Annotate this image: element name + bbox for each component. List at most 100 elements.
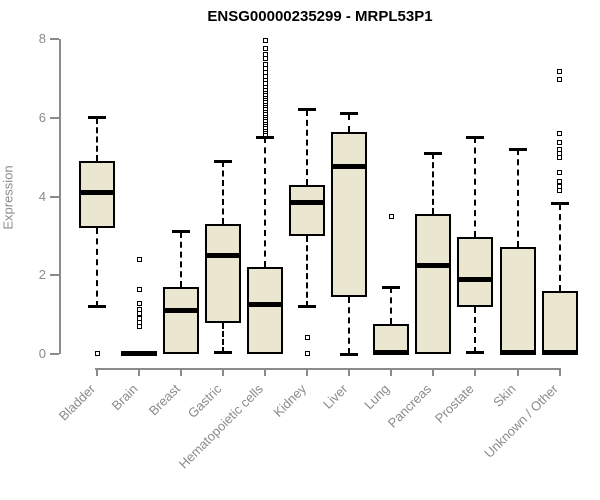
x-axis-label-breast: Breast xyxy=(145,381,183,419)
boxplot-lung-upper-whisker xyxy=(390,287,393,325)
boxplot-skin-upper-whisker xyxy=(516,149,519,247)
chart-title: ENSG00000235299 - MRPL53P1 xyxy=(207,8,433,25)
boxplot-pancreas-box xyxy=(415,214,452,354)
y-axis-tick xyxy=(50,353,59,355)
boxplot-liver-lower-cap xyxy=(340,352,359,356)
x-axis-tick xyxy=(432,368,435,376)
boxplot-liver-lower-whisker xyxy=(348,296,351,354)
boxplot-unknown-other-outlier xyxy=(557,140,563,146)
boxplot-unknown-other-box xyxy=(541,291,578,354)
y-axis-tick-label: 8 xyxy=(38,31,46,46)
boxplot-gastric-lower-whisker xyxy=(222,322,225,353)
x-axis-label-liver: Liver xyxy=(320,381,351,412)
boxplot-lung-outlier xyxy=(388,213,394,219)
boxplot-prostate-upper-whisker xyxy=(474,137,477,238)
boxplot-brain-outlier xyxy=(136,286,142,292)
x-axis-tick xyxy=(474,368,477,376)
boxplot-liver-median xyxy=(331,164,368,170)
boxplot-breast-median xyxy=(163,308,200,314)
boxplot-unknown-other-upper-cap xyxy=(550,202,569,206)
boxplot-prostate-lower-whisker xyxy=(474,306,477,353)
y-axis-line xyxy=(59,39,61,354)
boxplot-unknown-other-outlier xyxy=(557,131,563,136)
boxplot-bladder-lower-cap xyxy=(88,305,106,309)
boxplot-lung-median xyxy=(373,349,410,355)
boxplot-pancreas-upper-cap xyxy=(424,151,443,155)
x-axis-tick xyxy=(222,368,225,376)
x-axis-tick xyxy=(390,368,393,376)
y-axis-title: Expression xyxy=(0,165,16,230)
x-axis-tick xyxy=(306,368,309,376)
boxplot-bladder-upper-cap xyxy=(88,116,106,120)
x-axis-label-prostate: Prostate xyxy=(431,381,477,427)
boxplot-unknown-other-upper-whisker xyxy=(558,203,561,291)
boxplot-hematopoietic-cells-upper-cap xyxy=(256,135,275,139)
boxplot-kidney-outlier xyxy=(304,334,310,340)
boxplot-liver-upper-cap xyxy=(340,112,359,116)
boxplot-skin-box xyxy=(499,246,536,354)
boxplot-lung-upper-cap xyxy=(382,285,401,289)
boxplot-brain-median xyxy=(121,350,158,356)
x-axis-label-bladder: Bladder xyxy=(56,381,99,424)
y-axis-tick xyxy=(50,38,59,40)
boxplot-hematopoietic-cells-median xyxy=(247,302,284,308)
boxplot-gastric-median xyxy=(205,253,242,259)
x-axis-tick xyxy=(516,368,519,376)
boxplot-gastric-lower-cap xyxy=(214,351,233,355)
y-axis-tick xyxy=(50,274,59,277)
boxplot-unknown-other-outlier xyxy=(557,76,563,82)
boxplot-kidney-box xyxy=(289,184,326,236)
x-axis-tick xyxy=(96,368,98,376)
boxplot-unknown-other-outlier xyxy=(557,184,563,190)
boxplot-skin-upper-cap xyxy=(508,147,527,151)
x-axis-line xyxy=(95,368,561,370)
x-axis-label-pancreas: Pancreas xyxy=(385,381,435,431)
boxplot-breast-upper-whisker xyxy=(180,231,183,288)
boxplot-kidney-lower-whisker xyxy=(306,235,309,307)
boxplot-pancreas-median xyxy=(415,262,452,268)
y-axis-tick-label: 4 xyxy=(38,188,46,204)
boxplot-unknown-other-median xyxy=(541,349,578,355)
boxplot-bladder-median xyxy=(79,190,115,196)
boxplot-gastric-box xyxy=(205,224,242,323)
boxplot-brain-outlier xyxy=(136,323,142,329)
x-axis-label-brain: Brain xyxy=(108,381,141,414)
x-axis-label-kidney: Kidney xyxy=(269,381,309,420)
boxplot-breast-upper-cap xyxy=(172,230,191,234)
boxplot-prostate-upper-cap xyxy=(466,135,485,139)
boxplot-gastric-upper-whisker xyxy=(222,161,225,225)
y-axis-tick-label: 2 xyxy=(38,267,46,283)
x-axis-label-lung: Lung xyxy=(361,381,393,413)
boxplot-gastric-upper-cap xyxy=(214,159,233,163)
boxplot-hematopoietic-cells-outlier xyxy=(262,52,268,58)
boxplot-bladder-outlier xyxy=(94,350,100,356)
boxplot-hematopoietic-cells-outlier xyxy=(262,38,268,44)
boxplot-hematopoietic-cells-box xyxy=(247,267,284,354)
boxplot-brain-outlier xyxy=(136,257,142,262)
boxplot-kidney-upper-whisker xyxy=(306,109,309,185)
boxplot-prostate-box xyxy=(457,237,494,307)
boxplot-liver-box xyxy=(331,131,368,297)
boxplot-unknown-other-outlier xyxy=(557,68,563,74)
boxplot-unknown-other-outlier xyxy=(557,170,563,176)
x-axis-tick xyxy=(180,368,183,376)
boxplot-brain-outlier xyxy=(136,301,142,307)
boxplot-bladder-upper-whisker xyxy=(96,117,98,162)
boxplot-kidney-median xyxy=(289,199,326,205)
boxplot-hematopoietic-cells-outlier xyxy=(262,46,268,52)
x-axis-label-unknown-other: Unknown / Other xyxy=(481,381,561,461)
boxplot-pancreas-upper-whisker xyxy=(432,153,435,215)
x-axis-tick xyxy=(138,368,141,376)
boxplot-kidney-lower-cap xyxy=(298,305,317,309)
y-axis-tick xyxy=(50,116,59,119)
boxplot-kidney-outlier xyxy=(304,350,310,356)
boxplot-bladder-lower-whisker xyxy=(96,228,98,307)
boxplot-skin-median xyxy=(499,349,536,355)
boxplot-kidney-upper-cap xyxy=(298,108,317,112)
x-axis-tick xyxy=(264,368,267,376)
x-axis-tick xyxy=(348,368,351,376)
boxplot-unknown-other-outlier xyxy=(557,146,563,152)
boxplot-brain-outlier xyxy=(136,306,142,312)
boxplot-unknown-other-outlier xyxy=(557,151,563,157)
boxplot-breast-box xyxy=(163,287,200,354)
